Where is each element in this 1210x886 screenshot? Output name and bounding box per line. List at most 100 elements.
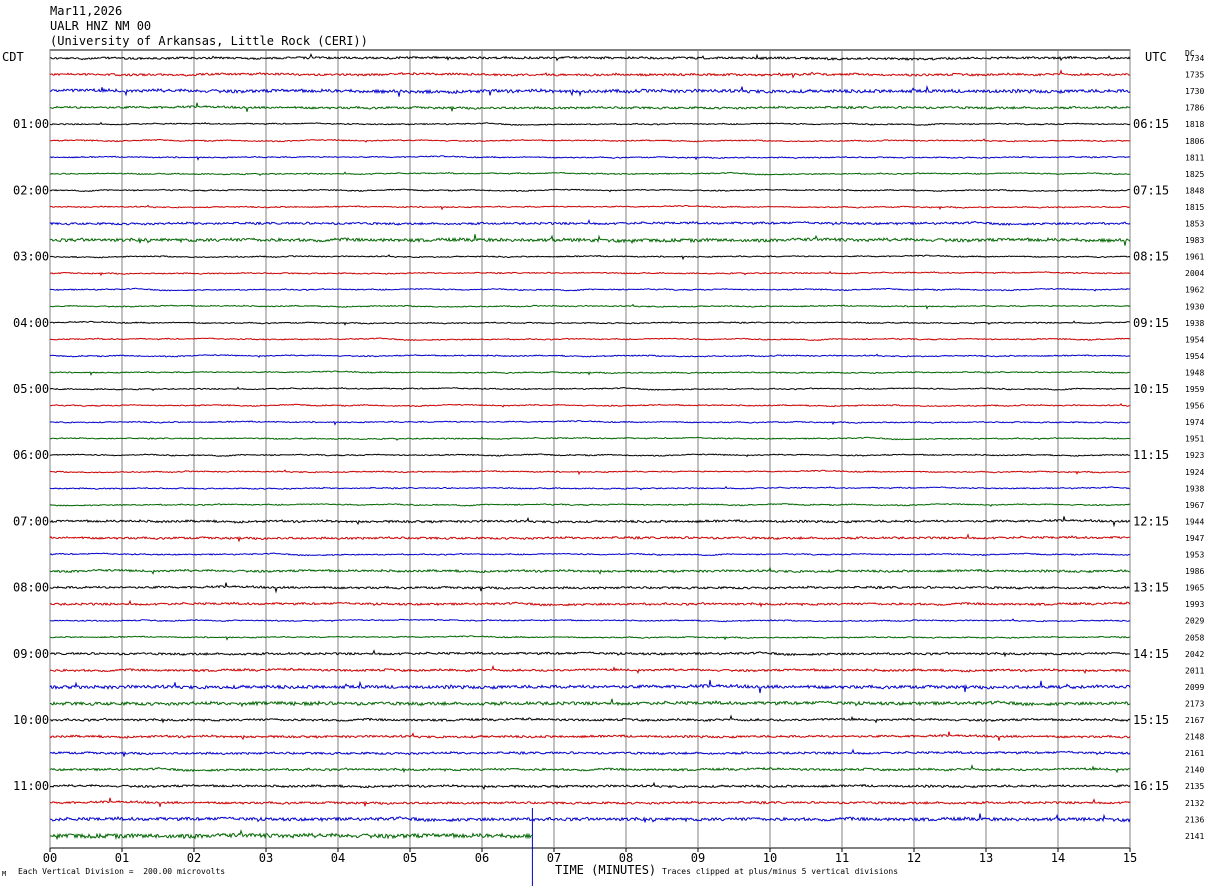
dc-offset-label: 1806 [1185, 137, 1204, 146]
dc-offset-label: 2167 [1185, 716, 1204, 725]
seismic-trace-green [49, 764, 1131, 774]
dc-offset-label: 1986 [1185, 567, 1204, 576]
left-hour-label: 08:00 [13, 581, 49, 595]
dc-offset-label: 1853 [1185, 220, 1204, 229]
seismic-trace-black [49, 582, 1131, 594]
dc-offset-label: 1959 [1185, 385, 1204, 394]
x-tick-label: 03 [259, 851, 273, 865]
x-tick-label: 13 [979, 851, 993, 865]
dc-offset-label: 2173 [1185, 699, 1204, 708]
dc-offset-label: 1961 [1185, 253, 1204, 262]
seismic-trace-red [49, 599, 1131, 608]
seismic-trace-red [49, 337, 1131, 342]
dc-offset-label: 1786 [1185, 104, 1204, 113]
corner-mark: M [2, 870, 7, 878]
dc-offset-label: 1954 [1185, 335, 1204, 344]
x-tick-label: 04 [331, 851, 345, 865]
left-hour-label: 07:00 [13, 514, 49, 528]
seismic-trace-black [49, 188, 1131, 193]
seismic-trace-green [49, 436, 1130, 441]
right-hour-label: 10:15 [1133, 382, 1169, 396]
left-timezone-label: CDT [2, 50, 24, 64]
dc-offset-label: 2011 [1185, 666, 1204, 675]
station-code: UALR HNZ NM 00 [50, 19, 152, 33]
x-tick-label: 11 [835, 851, 849, 865]
seismic-trace-black [50, 649, 1131, 658]
x-axis-label: TIME (MINUTES) [555, 863, 657, 877]
seismic-trace-blue [49, 353, 1131, 358]
dc-offset-label: 1938 [1185, 319, 1204, 328]
seismic-trace-green [49, 370, 1131, 377]
dc-offset-label: 1811 [1185, 153, 1204, 162]
seismic-trace-black [49, 121, 1131, 127]
seismic-trace-black [49, 320, 1131, 326]
dc-offset-label: 1974 [1185, 418, 1204, 427]
seismic-trace-blue [49, 155, 1131, 161]
dc-offset-label: 2148 [1185, 733, 1204, 742]
plot-date: Mar11,2026 [50, 4, 123, 18]
dc-offset-label: 1956 [1185, 402, 1204, 411]
seismic-trace-blue [49, 552, 1131, 557]
x-tick-label: 05 [403, 851, 417, 865]
dc-offset-label: 1848 [1185, 186, 1204, 195]
x-tick-label: 10 [763, 851, 777, 865]
dc-offset-label: 1825 [1185, 170, 1204, 179]
x-tick-label: 09 [691, 851, 705, 865]
right-hour-label: 14:15 [1133, 647, 1169, 661]
dc-offset-label: 1735 [1185, 71, 1204, 80]
seismic-trace-blue [49, 218, 1131, 226]
x-tick-label: 01 [115, 851, 129, 865]
seismic-trace-blue [49, 287, 1131, 292]
dc-offset-label: 2140 [1185, 766, 1204, 775]
seismic-trace-red [49, 731, 1131, 741]
right-hour-label: 11:15 [1133, 448, 1169, 462]
dc-offset-label: 1923 [1185, 451, 1204, 460]
x-tick-label: 06 [475, 851, 489, 865]
dc-offset-label: 2135 [1185, 782, 1204, 791]
x-tick-label: 07 [547, 851, 561, 865]
x-tick-label: 02 [187, 851, 201, 865]
dc-offset-label: 1967 [1185, 501, 1204, 510]
seismic-trace-red [49, 68, 1131, 79]
seismic-trace-green [50, 698, 1131, 708]
dc-offset-label: 1944 [1185, 517, 1204, 526]
right-hour-label: 06:15 [1133, 117, 1169, 131]
seismic-trace-blue [49, 420, 1131, 426]
dc-offset-label: 1962 [1185, 286, 1204, 295]
seismic-trace-blue [49, 84, 1131, 97]
dc-offset-label: 2136 [1185, 815, 1204, 824]
dc-offset-label: 2132 [1185, 799, 1204, 808]
dc-offset-label: 2058 [1185, 633, 1204, 642]
dc-offset-label: 2161 [1185, 749, 1204, 758]
right-hour-label: 13:15 [1133, 581, 1169, 595]
dc-offset-label: 2099 [1185, 683, 1204, 692]
dc-offset-label: 1734 [1185, 54, 1204, 63]
dc-offset-label: 1948 [1185, 368, 1204, 377]
right-hour-label: 08:15 [1133, 250, 1169, 264]
seismic-trace-black [49, 781, 1131, 790]
dc-offset-label: 2004 [1185, 269, 1204, 278]
seismic-trace-red [49, 270, 1131, 277]
seismic-trace-green [49, 635, 1131, 641]
seismic-trace-green [49, 503, 1131, 507]
seismic-trace-blue [49, 485, 1131, 491]
dc-offset-label: 1953 [1185, 551, 1204, 560]
seismic-trace-black [50, 254, 1131, 261]
right-timezone-label: UTC [1145, 50, 1167, 64]
seismic-trace-green [49, 566, 1131, 575]
seismic-trace-red [49, 797, 1131, 807]
left-hour-label: 09:00 [13, 647, 49, 661]
seismic-trace-blue [49, 748, 1131, 757]
plot-grid [49, 49, 1131, 886]
right-hour-label: 12:15 [1133, 514, 1169, 528]
seismic-trace-green [49, 234, 1131, 246]
clip-note: Traces clipped at plus/minus 5 vertical … [662, 867, 899, 876]
seismic-trace-green [49, 829, 533, 841]
seismic-trace-red [50, 138, 1131, 143]
left-hour-label: 05:00 [13, 382, 49, 396]
dc-offset-label: 1954 [1185, 352, 1204, 361]
left-hour-label: 06:00 [13, 448, 49, 462]
seismic-trace-black [49, 516, 1131, 528]
seismic-trace-red [49, 403, 1131, 408]
